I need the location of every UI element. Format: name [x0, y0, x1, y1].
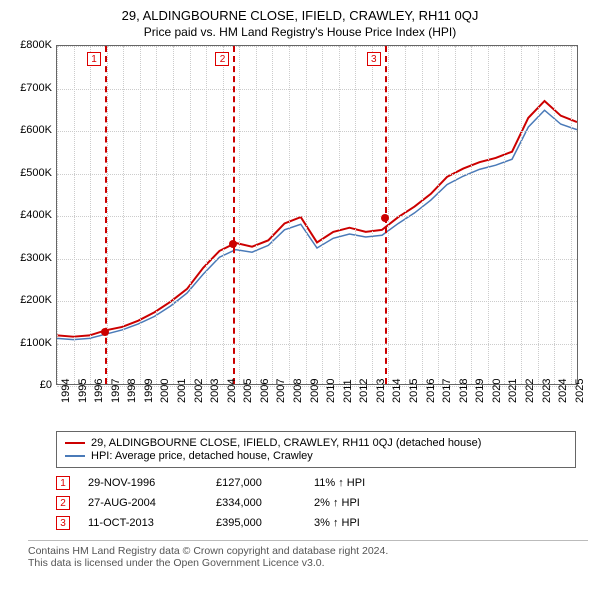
- event-marker-box: 2: [56, 496, 70, 510]
- event-date: 29-NOV-1996: [88, 477, 198, 489]
- price-point: [381, 214, 389, 222]
- legend-row: 29, ALDINGBOURNE CLOSE, IFIELD, CRAWLEY,…: [65, 437, 567, 449]
- chart-subtitle: Price paid vs. HM Land Registry's House …: [12, 25, 588, 39]
- event-price: £334,000: [216, 497, 296, 509]
- price-point: [229, 240, 237, 248]
- event-price: £127,000: [216, 477, 296, 489]
- event-marker-box: 1: [56, 476, 70, 490]
- event-hpi-note: 2% ↑ HPI: [314, 497, 360, 509]
- line-svg: [57, 46, 577, 384]
- plot: 1 2 3: [56, 45, 578, 385]
- legend-row: HPI: Average price, detached house, Craw…: [65, 450, 567, 462]
- y-axis-label: £800K: [12, 39, 52, 51]
- footer-line: Contains HM Land Registry data © Crown c…: [28, 545, 588, 557]
- y-axis-label: £300K: [12, 252, 52, 264]
- footer: Contains HM Land Registry data © Crown c…: [28, 540, 588, 569]
- y-axis-label: £200K: [12, 294, 52, 306]
- event-hpi-note: 3% ↑ HPI: [314, 517, 360, 529]
- legend-label: HPI: Average price, detached house, Craw…: [91, 450, 313, 462]
- event-hpi-note: 11% ↑ HPI: [314, 477, 365, 489]
- chart-container: 29, ALDINGBOURNE CLOSE, IFIELD, CRAWLEY,…: [0, 0, 600, 577]
- chart-title: 29, ALDINGBOURNE CLOSE, IFIELD, CRAWLEY,…: [12, 8, 588, 23]
- series-blue: [57, 110, 577, 339]
- y-axis-label: £100K: [12, 337, 52, 349]
- legend: 29, ALDINGBOURNE CLOSE, IFIELD, CRAWLEY,…: [56, 431, 576, 468]
- legend-label: 29, ALDINGBOURNE CLOSE, IFIELD, CRAWLEY,…: [91, 437, 481, 449]
- event-date: 11-OCT-2013: [88, 517, 198, 529]
- marker-box: 1: [87, 52, 101, 66]
- footer-line: This data is licensed under the Open Gov…: [28, 557, 588, 569]
- marker-box: 2: [215, 52, 229, 66]
- marker-box: 3: [367, 52, 381, 66]
- event-price: £395,000: [216, 517, 296, 529]
- legend-swatch-red: [65, 442, 85, 444]
- y-axis-label: £0: [12, 379, 52, 391]
- x-axis-label: 2025: [574, 379, 600, 403]
- events-table: 1 29-NOV-1996 £127,000 11% ↑ HPI 2 27-AUG-200…: [56, 476, 576, 530]
- event-marker-box: 3: [56, 516, 70, 530]
- y-axis-label: £500K: [12, 167, 52, 179]
- event-row: 3 11-OCT-2013 £395,000 3% ↑ HPI: [56, 516, 576, 530]
- event-row: 2 27-AUG-2004 £334,000 2% ↑ HPI: [56, 496, 576, 510]
- y-axis-label: £400K: [12, 209, 52, 221]
- legend-swatch-blue: [65, 455, 85, 457]
- price-point: [101, 328, 109, 336]
- y-axis-label: £600K: [12, 124, 52, 136]
- chart-area: £0£100K£200K£300K£400K£500K£600K£700K£80…: [12, 45, 588, 425]
- event-date: 27-AUG-2004: [88, 497, 198, 509]
- event-row: 1 29-NOV-1996 £127,000 11% ↑ HPI: [56, 476, 576, 490]
- y-axis-label: £700K: [12, 82, 52, 94]
